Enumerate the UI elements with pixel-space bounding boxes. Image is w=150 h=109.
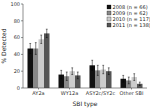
error-bar <box>35 43 37 55</box>
error-bar <box>133 74 135 81</box>
error-bar <box>139 82 141 85</box>
x-tick-label: ASY2c/SY2c <box>86 90 116 96</box>
error-bar <box>66 72 68 80</box>
error-bar <box>128 77 130 84</box>
x-tick-label: AY2a <box>32 90 44 96</box>
error-bar <box>122 75 124 82</box>
y-tick-label: 40 <box>14 51 20 57</box>
y-tick-label: 60 <box>14 34 20 40</box>
bar <box>44 33 50 88</box>
legend-swatch <box>107 11 111 15</box>
bar <box>39 39 45 88</box>
error-bar <box>71 68 73 75</box>
error-bar <box>102 65 104 73</box>
x-tick-label: Other SBI <box>120 90 144 96</box>
error-bar <box>60 70 62 78</box>
y-axis <box>23 4 24 88</box>
bar <box>28 49 34 88</box>
x-axis <box>23 88 147 89</box>
error-bar <box>97 65 99 75</box>
legend: 2008 (n = 66)2009 (n = 62)2010 (n = 117)… <box>107 4 150 28</box>
x-axis-label: SBI type <box>72 100 97 108</box>
bars <box>28 29 143 88</box>
legend-swatch <box>107 5 111 9</box>
y-axis-label: % Detected <box>0 28 7 63</box>
x-tick-label: WY12a <box>61 90 78 96</box>
y-tick-label: 20 <box>14 68 20 74</box>
error-bar <box>46 29 48 37</box>
legend-label: 2011 (n = 138) <box>113 22 150 28</box>
y-tick-label: 80 <box>14 18 20 24</box>
legend-swatch <box>107 23 111 27</box>
chart: 0 20 40 60 80 100 AY2a WY12a ASY2c/SY2c Other SBI… <box>0 0 150 109</box>
error-bar <box>29 43 31 53</box>
error-bar <box>91 60 93 70</box>
error-bar <box>40 35 42 43</box>
y-tick-label: 100 <box>10 1 20 7</box>
y-tick-label: 0 <box>17 85 20 91</box>
error-bar <box>77 72 79 79</box>
error-bar <box>108 68 110 75</box>
legend-swatch <box>107 17 111 21</box>
